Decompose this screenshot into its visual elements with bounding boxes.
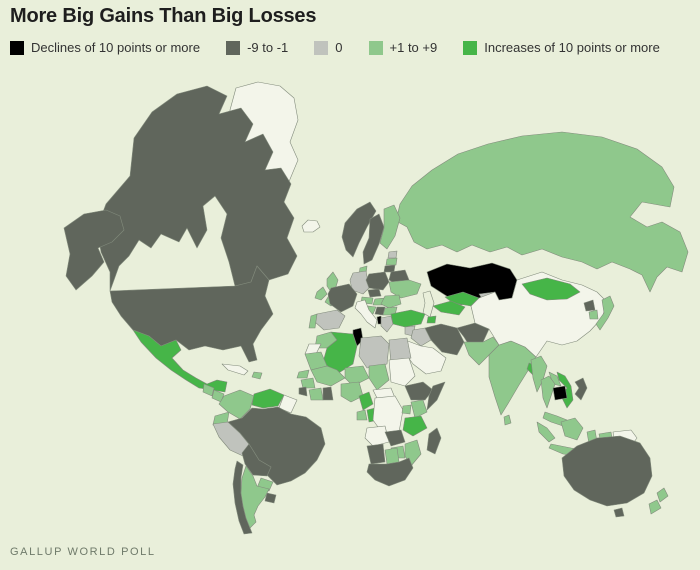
legend-label-gain: +1 to +9 [389, 40, 438, 55]
country-cameroon[interactable] [358, 391, 374, 411]
country-uruguay[interactable] [264, 492, 277, 504]
country-portugal[interactable] [308, 313, 318, 329]
country-sudan[interactable] [388, 357, 416, 387]
legend-item-big-gain: Increases of 10 points or more [463, 40, 660, 55]
country-japan[interactable] [595, 295, 615, 331]
legend-item-big-decline: Declines of 10 points or more [10, 40, 200, 55]
country-nigeria[interactable] [340, 381, 364, 403]
country-tanzania[interactable] [402, 415, 428, 437]
country-niger[interactable] [344, 365, 370, 387]
country-south-korea[interactable] [588, 309, 599, 320]
country-dominican-republic[interactable] [251, 371, 263, 380]
country-venezuela[interactable] [251, 388, 285, 409]
country-norway[interactable] [341, 201, 377, 258]
country-egypt[interactable] [388, 337, 412, 365]
legend-swatch-zero-icon [314, 40, 329, 55]
country-azerbaijan[interactable] [426, 315, 437, 324]
country-cambodia[interactable] [552, 385, 568, 401]
legend-label-decline: -9 to -1 [247, 40, 289, 55]
country-north-korea[interactable] [583, 299, 596, 312]
country-colombia[interactable] [218, 389, 255, 420]
legend-item-gain: +1 to +9 [368, 40, 438, 55]
country-greece[interactable] [380, 315, 394, 333]
country-botswana[interactable] [384, 447, 400, 465]
country-romania[interactable] [380, 294, 402, 309]
country-somalia[interactable] [426, 381, 446, 411]
country-latvia[interactable] [385, 257, 398, 266]
country-czechia[interactable] [367, 288, 382, 298]
legend-swatch-big-decline-icon [10, 40, 24, 55]
country-australia[interactable] [561, 435, 653, 518]
country-iraq[interactable] [410, 327, 432, 347]
country-estonia[interactable] [387, 250, 398, 259]
country-thailand[interactable] [540, 375, 556, 409]
country-turkey[interactable] [390, 309, 426, 328]
legend: Declines of 10 points or more -9 to -1 0… [10, 40, 700, 55]
legend-swatch-gain-icon [368, 40, 383, 55]
country-iran[interactable] [424, 323, 465, 356]
country-ireland[interactable] [314, 286, 328, 301]
country-iceland[interactable] [301, 219, 321, 233]
legend-swatch-big-gain-icon [463, 40, 478, 55]
country-canada[interactable] [96, 85, 298, 292]
country-zambia[interactable] [384, 429, 406, 447]
country-chile[interactable] [232, 460, 253, 535]
country-united-states-alaska[interactable] [63, 209, 125, 291]
legend-swatch-decline-icon [226, 40, 241, 55]
country-libya[interactable] [358, 335, 390, 369]
legend-label-big-decline: Declines of 10 points or more [31, 40, 201, 55]
country-cuba[interactable] [221, 363, 249, 376]
country-france[interactable] [327, 283, 358, 313]
country-lithuania[interactable] [383, 264, 396, 273]
country-sweden[interactable] [362, 213, 385, 265]
country-italy[interactable] [354, 299, 378, 329]
country-uganda[interactable] [401, 404, 412, 415]
country-germany[interactable] [349, 270, 370, 295]
country-new-zealand[interactable] [648, 487, 669, 515]
country-mongolia[interactable] [521, 277, 581, 301]
world-choropleth-map [0, 76, 700, 538]
country-russia[interactable] [395, 131, 689, 293]
country-sri-lanka[interactable] [503, 414, 512, 426]
country-ivory-coast[interactable] [308, 387, 324, 401]
country-ukraine[interactable] [388, 279, 422, 299]
country-poland[interactable] [365, 271, 390, 291]
country-turkmenistan[interactable] [432, 300, 466, 316]
country-vietnam[interactable] [556, 371, 574, 409]
legend-item-zero: 0 [314, 40, 343, 55]
world-map-svg [0, 76, 700, 538]
country-sierra-leone[interactable] [298, 386, 308, 397]
country-ghana[interactable] [322, 386, 334, 401]
country-chad[interactable] [368, 363, 390, 391]
page-title: More Big Gains Than Big Losses [10, 5, 317, 27]
legend-label-zero: 0 [335, 40, 343, 55]
country-namibia[interactable] [366, 443, 386, 465]
country-philippines[interactable] [574, 377, 588, 401]
country-south-africa[interactable] [366, 457, 414, 487]
country-bolivia[interactable] [241, 443, 272, 477]
country-guyana[interactable] [278, 394, 298, 414]
country-guatemala[interactable] [202, 383, 215, 397]
legend-item-decline: -9 to -1 [226, 40, 288, 55]
country-guinea[interactable] [300, 377, 316, 389]
country-gabon[interactable] [356, 409, 368, 421]
country-finland[interactable] [379, 204, 401, 250]
country-mexico[interactable] [132, 329, 228, 393]
country-argentina[interactable] [240, 465, 270, 529]
country-senegal[interactable] [296, 369, 310, 379]
legend-label-big-gain: Increases of 10 points or more [484, 40, 660, 55]
country-ethiopia[interactable] [404, 381, 434, 401]
country-madagascar[interactable] [426, 427, 442, 455]
country-kenya[interactable] [410, 399, 428, 419]
source-attribution: GALLUP WORLD POLL [10, 546, 156, 558]
